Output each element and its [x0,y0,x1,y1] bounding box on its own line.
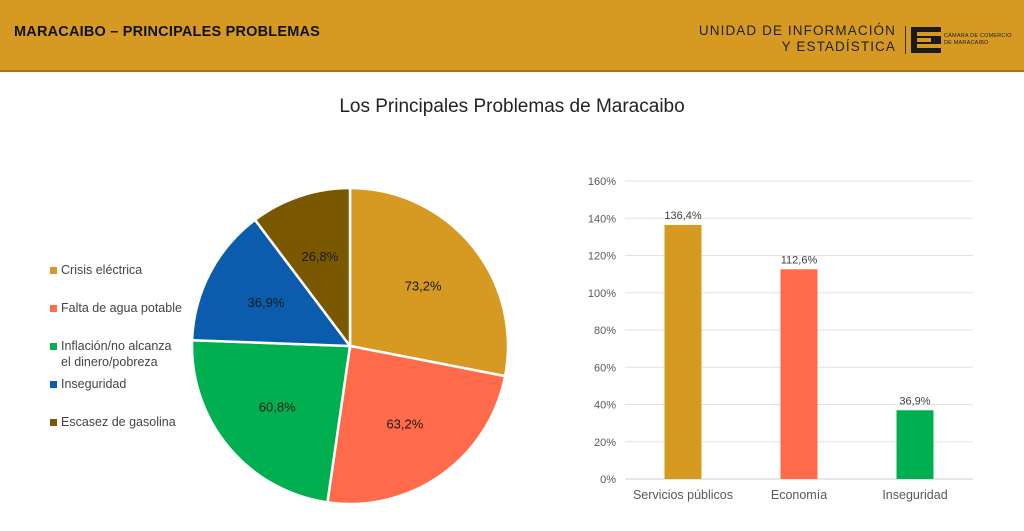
chamber-logo-icon [911,27,941,53]
legend-label: el dinero/pobreza [61,355,158,369]
legend-swatch [50,305,57,312]
pie-slice [190,218,353,348]
bar-value-label: 36,9% [899,395,930,407]
y-tick-label: 120% [588,251,616,263]
legend-label: Inseguridad [61,377,127,391]
logo-text-line1: CÁMARA DE COMERCIO [944,33,1012,39]
pie-chart: 73,2% 63,2% 60,8% 36,9% 26,8% [190,186,510,506]
y-tick-label: 60% [594,362,616,374]
legend-label: Escasez de gasolina [61,415,176,429]
legend-label: Inflación/no alcanza [61,339,172,353]
pie-slice-label: 63,2% [386,416,423,431]
logo-divider [905,26,906,54]
y-tick-label: 20% [594,437,616,449]
bar [780,269,818,479]
legend-swatch [50,343,57,350]
pie-slice [190,338,352,504]
y-tick-label: 0% [600,474,616,486]
y-tick-label: 160% [588,176,616,188]
pie-slice-label: 26,8% [301,249,338,264]
header-bar: MARACAIBO – PRINCIPALES PROBLEMAS UNIDAD… [0,0,1024,72]
logo-text-line2: DE MARACAIBO [944,40,989,46]
bar-value-label: 136,4% [664,210,702,222]
y-tick-label: 40% [594,400,616,412]
pie-slice-label: 73,2% [405,279,442,294]
x-tick-label: Economía [771,488,827,502]
header-title: MARACAIBO – PRINCIPALES PROBLEMAS [14,24,321,40]
y-tick-label: 80% [594,325,616,337]
pie-slice [348,186,510,378]
pie-slice [253,186,352,350]
legend-swatch [50,267,57,274]
x-tick-label: Servicios públicos [633,488,733,502]
logo-text: CÁMARA DE COMERCIO DE MARACAIBO [944,33,1012,47]
y-tick-label: 100% [588,288,616,300]
y-tick-label: 140% [588,213,616,225]
legend-swatch [50,419,57,426]
bar [664,224,702,479]
bar [896,410,934,479]
page-title: Los Principales Problemas de Maracaibo [339,96,685,117]
x-tick-label: Inseguridad [882,488,947,502]
org-name: UNIDAD DE INFORMACIÓN Y ESTADÍSTICA [699,23,896,55]
bar-chart: 0% 20% 40% 60% 80% 100% 120% 140% 160% 136,4% Serv… [588,176,973,502]
bar-value-label: 112,6% [781,254,818,266]
pie-slice-label: 60,8% [259,400,296,415]
pie-slice [326,344,507,506]
legend-label: Crisis eléctrica [61,263,143,277]
legend-label: Falta de agua potable [61,301,182,315]
legend-swatch [50,381,57,388]
org-name-line1: UNIDAD DE INFORMACIÓN [698,23,896,38]
org-name-line2: Y ESTADÍSTICA [781,39,896,54]
pie-slice-label: 36,9% [248,295,285,310]
